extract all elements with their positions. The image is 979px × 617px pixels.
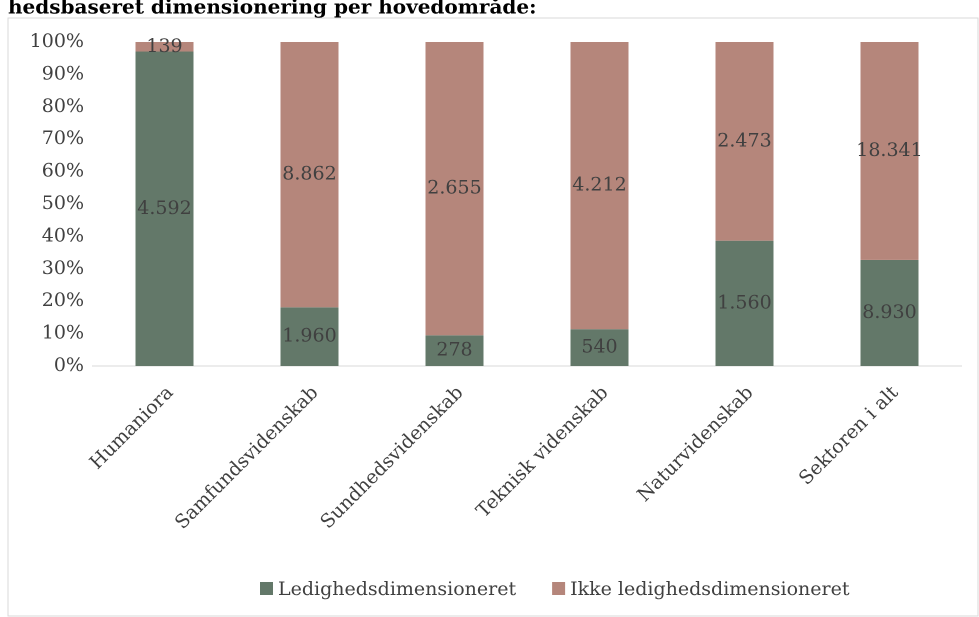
y-tick-label: 30% — [42, 257, 84, 279]
value-label: 139 — [146, 35, 182, 57]
bar-segment — [860, 42, 919, 260]
legend-swatch — [552, 582, 566, 595]
value-label: 2.473 — [717, 129, 771, 151]
value-label: 540 — [581, 336, 617, 358]
y-tick-label: 100% — [30, 30, 84, 52]
y-tick-label: 10% — [42, 322, 84, 344]
y-tick-label: 50% — [42, 192, 84, 214]
value-label: 2.655 — [427, 177, 481, 199]
bar-segment — [570, 329, 629, 366]
bar-segment — [715, 42, 774, 241]
bar-segment — [135, 51, 194, 366]
legend-label: Ledighedsdimensioneret — [278, 578, 516, 600]
y-tick-label: 90% — [42, 62, 84, 84]
value-label: 18.341 — [856, 139, 922, 161]
bar-segment — [280, 42, 339, 308]
bar-segment — [280, 307, 339, 366]
value-label: 4.592 — [137, 197, 191, 219]
bar-segment — [860, 259, 919, 366]
y-tick-label: 20% — [42, 289, 84, 311]
y-tick-label: 70% — [42, 127, 84, 149]
y-tick-label: 60% — [42, 160, 84, 182]
bar-segment — [135, 42, 194, 52]
y-tick-label: 0% — [54, 354, 84, 376]
value-label: 8.862 — [282, 163, 336, 185]
legend-swatch — [260, 582, 273, 595]
bar-segment — [570, 42, 629, 330]
bar-segment — [715, 240, 774, 366]
value-label: 278 — [436, 339, 472, 361]
value-label: 1.960 — [282, 325, 336, 347]
value-label: 1.560 — [717, 291, 771, 313]
y-tick-label: 40% — [42, 224, 84, 246]
bar-segment — [425, 42, 484, 336]
value-label: 8.930 — [862, 301, 916, 323]
value-label: 4.212 — [572, 174, 626, 196]
y-tick-label: 80% — [42, 95, 84, 117]
bar-segment — [425, 335, 484, 366]
legend-label: Ikke ledighedsdimensioneret — [570, 578, 850, 600]
chart-title: hedsbaseret dimensionering per hovedområ… — [8, 0, 537, 19]
